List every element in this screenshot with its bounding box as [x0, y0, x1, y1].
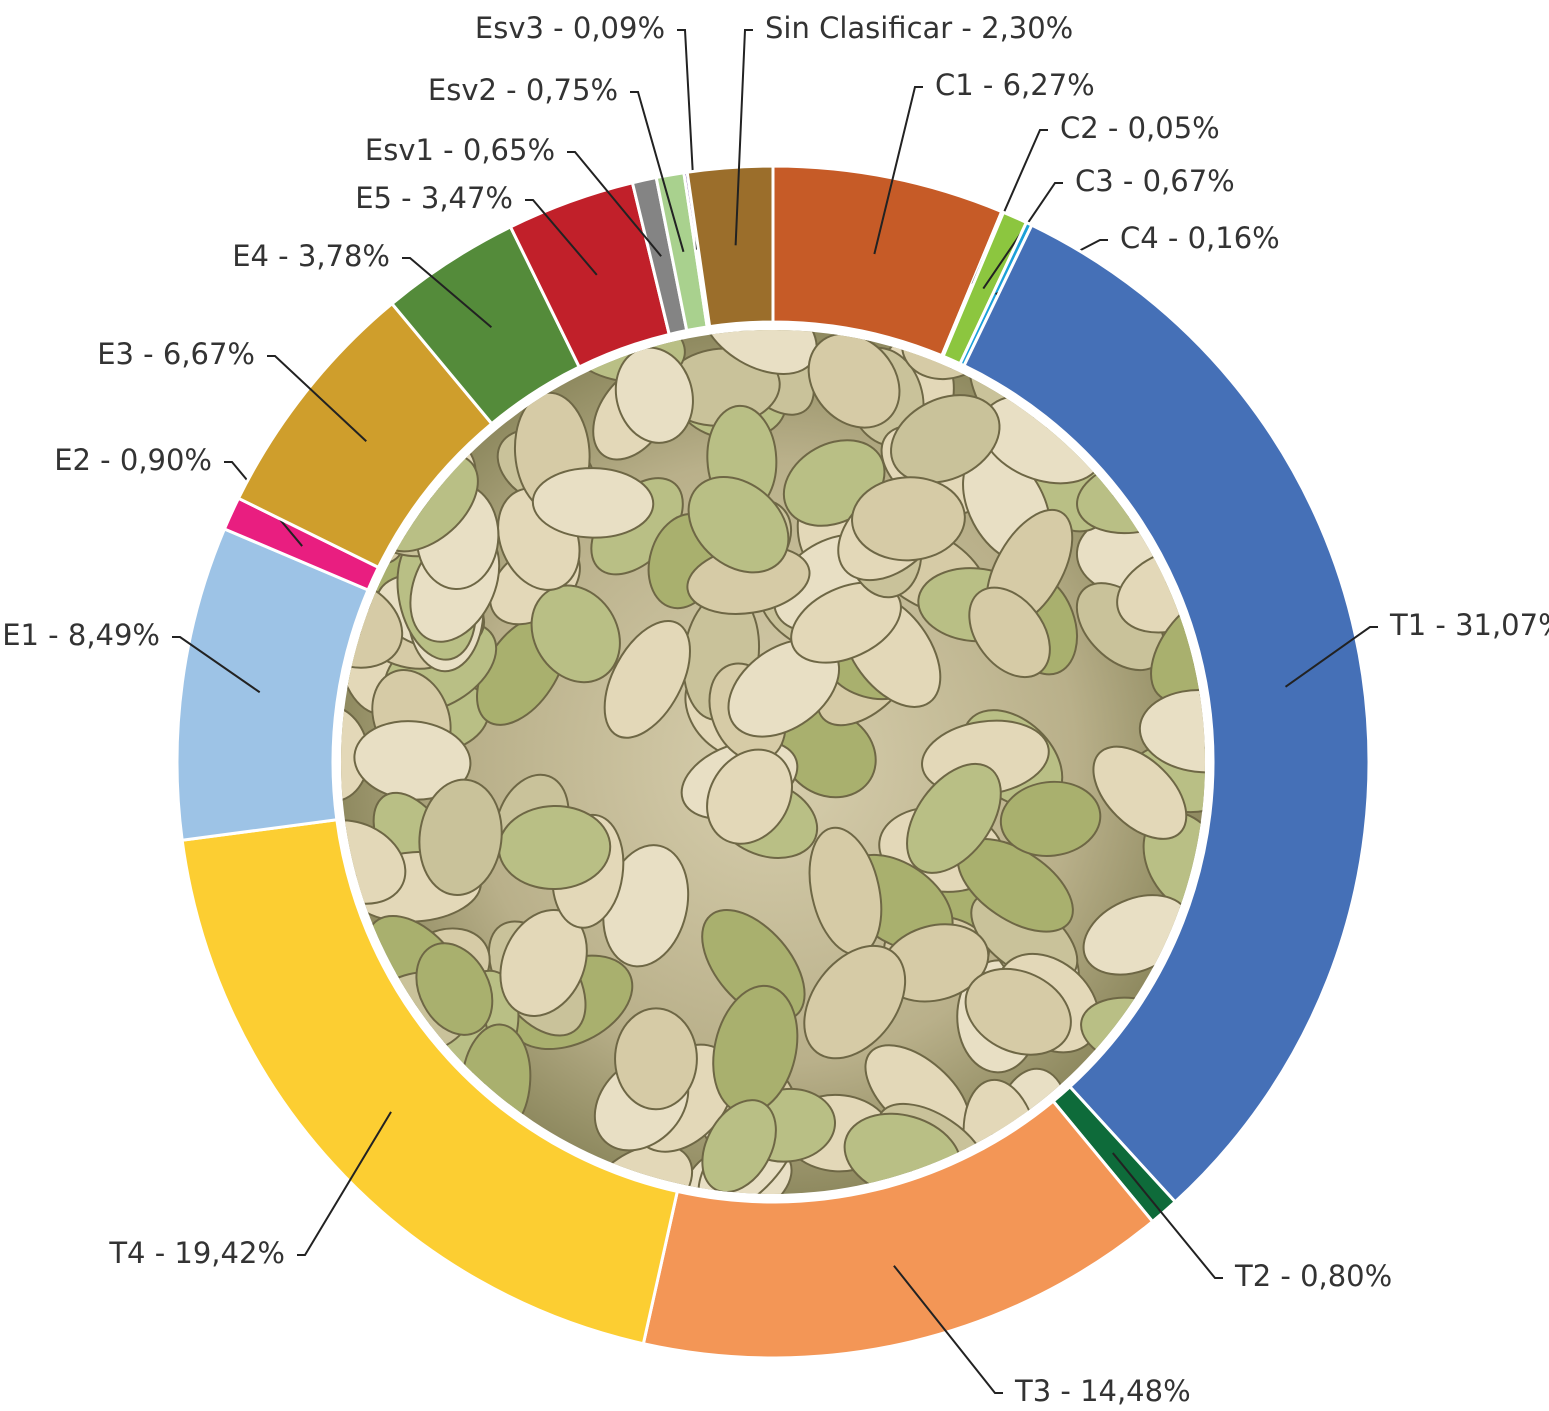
slice-label: E4 - 3,78%: [232, 239, 390, 273]
slice-label: C4 - 0,16%: [1120, 221, 1280, 255]
slice-label: E3 - 6,67%: [97, 337, 255, 371]
chart: C1 - 6,27% C2 - 0,05% C3 - 0,67% C4 - 0,16%…: [0, 0, 1549, 1411]
slice-label: Esv3 - 0,09%: [475, 11, 665, 45]
slice-label: C3 - 0,67%: [1075, 164, 1235, 198]
slice-label: E2 - 0,90%: [54, 443, 212, 477]
slice-label: T1 - 31,07%: [1389, 608, 1549, 642]
slice-label: Esv1 - 0,65%: [365, 133, 555, 167]
slice-label: E1 - 8,49%: [2, 618, 160, 652]
slice-label: T3 - 14,48%: [1014, 1374, 1191, 1408]
slice-label: C1 - 6,27%: [935, 68, 1095, 102]
slice-label: T4 - 19,42%: [108, 1236, 285, 1270]
slice-label: Sin Clasificar - 2,30%: [765, 11, 1073, 45]
slice-label: T2 - 0,80%: [1234, 1259, 1392, 1293]
slice-label: C2 - 0,05%: [1060, 111, 1220, 145]
slice-label: E5 - 3,47%: [355, 181, 513, 215]
slice-label: Esv2 - 0,75%: [428, 73, 618, 107]
bean: [615, 1008, 697, 1109]
